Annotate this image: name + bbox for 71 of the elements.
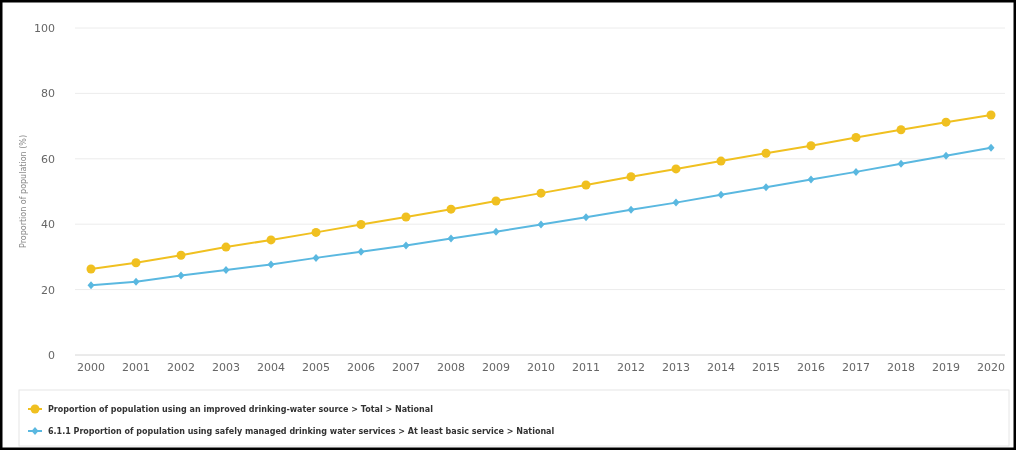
point	[402, 241, 410, 250]
y-tick-label: 100	[34, 22, 55, 35]
point	[897, 159, 905, 168]
point	[717, 190, 725, 199]
y-tick-label: 0	[48, 349, 55, 362]
point	[312, 253, 320, 262]
y-tick-label: 40	[41, 218, 55, 232]
x-tick-label: 2019	[932, 361, 960, 374]
point	[87, 281, 95, 290]
point	[401, 212, 411, 222]
point	[491, 196, 501, 206]
x-tick-label: 2010	[527, 361, 555, 374]
x-tick-label: 2014	[707, 361, 735, 374]
point	[267, 260, 275, 269]
point	[311, 227, 321, 237]
point	[716, 156, 726, 166]
point	[942, 151, 950, 160]
point	[671, 164, 681, 174]
point	[626, 172, 636, 182]
point	[132, 277, 140, 286]
x-tick-label: 2020	[977, 361, 1005, 374]
point	[86, 264, 96, 274]
y-axis-title: Proportion of population (%)	[19, 134, 28, 249]
point	[492, 227, 500, 236]
x-tick-label: 2013	[662, 361, 690, 374]
point	[221, 242, 231, 252]
point	[941, 117, 951, 127]
point	[266, 235, 276, 245]
point	[357, 247, 365, 256]
point	[762, 183, 770, 192]
x-tick-label: 2003	[212, 361, 240, 374]
point	[672, 198, 680, 207]
x-tick-label: 2017	[842, 361, 870, 374]
x-tick-label: 2001	[122, 361, 150, 374]
point	[176, 250, 186, 260]
x-tick-label: 2018	[887, 361, 915, 374]
y-tick-label: 80	[41, 87, 55, 101]
x-tick-label: 2007	[392, 361, 420, 374]
point	[806, 141, 816, 151]
legend-label: 6.1.1 Proportion of population using safely managed drinking water services > At least basic service > National	[48, 427, 555, 436]
y-tick-label: 60	[41, 152, 55, 166]
point	[536, 188, 546, 198]
point	[986, 110, 996, 120]
legend-label: Proportion of population using an improved drinking-water source > Total > National	[48, 405, 434, 414]
point	[177, 271, 185, 280]
x-tick-label: 2016	[797, 361, 825, 374]
x-tick-label: 2005	[302, 361, 330, 374]
point	[446, 204, 456, 214]
point	[131, 258, 141, 268]
point	[627, 205, 635, 214]
x-tick-label: 2012	[617, 361, 645, 374]
point	[581, 180, 591, 190]
point	[356, 220, 366, 230]
x-tick-label: 2006	[347, 361, 375, 374]
x-tick-label: 2008	[437, 361, 465, 374]
point	[761, 148, 771, 158]
x-tick-label: 2011	[572, 361, 600, 374]
point	[582, 213, 590, 222]
x-tick-label: 2002	[167, 361, 195, 374]
point	[447, 234, 455, 243]
point	[537, 220, 545, 229]
x-tick-label: 2009	[482, 361, 510, 374]
x-tick-label: 2015	[752, 361, 780, 374]
point	[807, 175, 815, 184]
x-tick-label: 2000	[77, 361, 105, 374]
point	[851, 133, 861, 143]
y-tick-label: 20	[41, 283, 55, 297]
point	[987, 143, 995, 152]
x-tick-label: 2004	[257, 361, 285, 374]
point	[896, 125, 906, 135]
point	[852, 167, 860, 176]
